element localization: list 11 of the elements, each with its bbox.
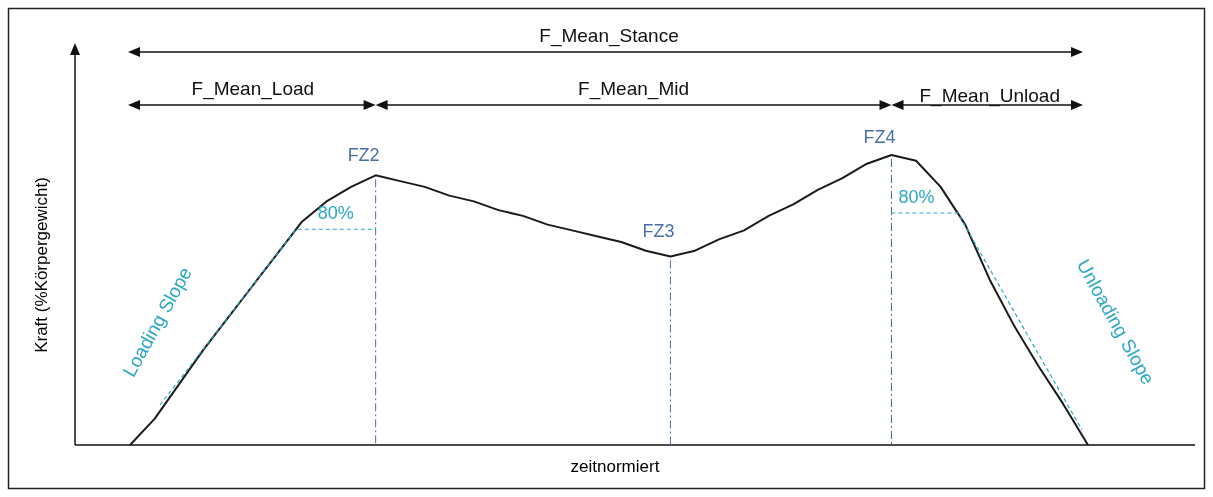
text: FZ4	[863, 127, 896, 147]
annotation: FZ3	[642, 220, 675, 241]
y-axis-title: Kraft (%Körpergewicht)	[32, 177, 51, 353]
text: F_Mean_Stance	[539, 25, 679, 47]
text: F_Mean_Load	[191, 78, 315, 100]
text: F_Mean_Mid	[578, 78, 690, 100]
annotation: 80%	[317, 203, 354, 224]
annotation: 80%	[898, 187, 935, 207]
annotation: FZ2	[347, 145, 380, 166]
text: F_Mean_Unload	[919, 85, 1060, 107]
x-axis-title: zeitnormiert	[570, 457, 660, 476]
